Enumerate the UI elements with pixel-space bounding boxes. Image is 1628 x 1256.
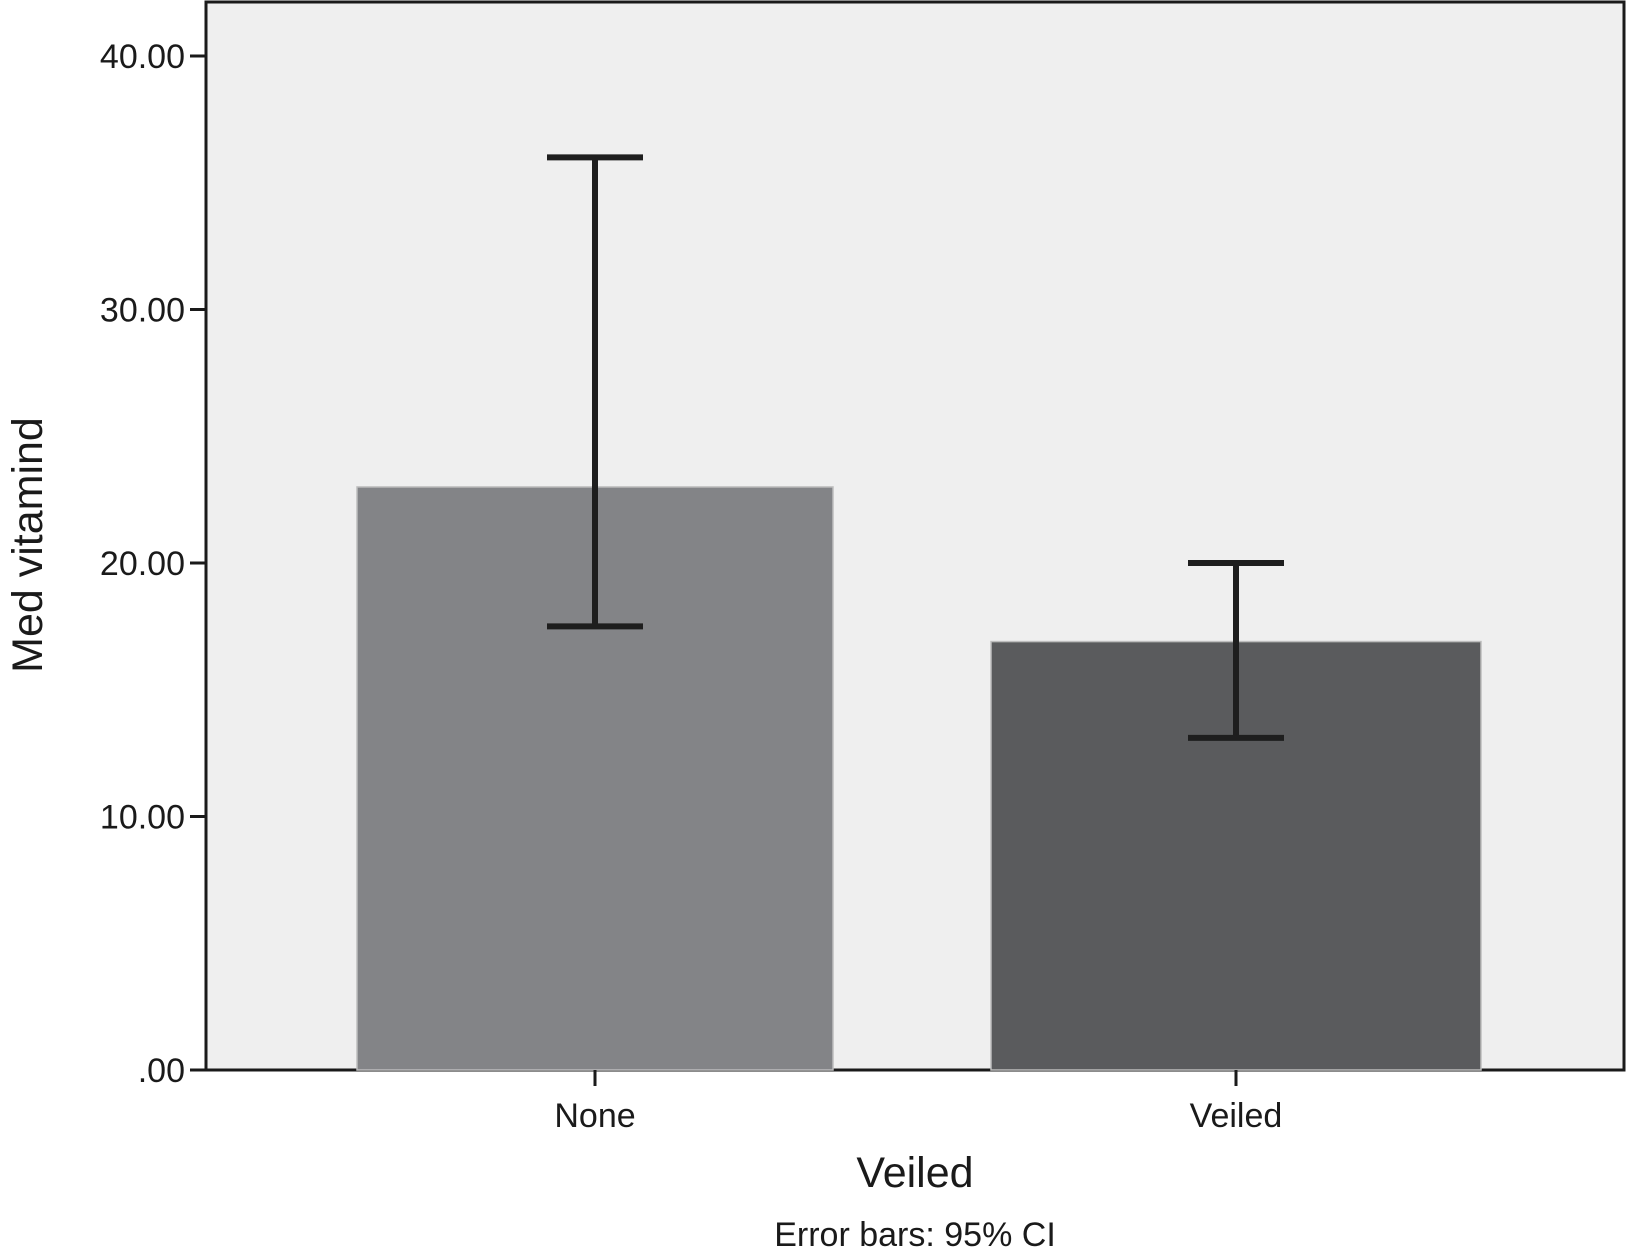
error-bars [547,154,1284,741]
y-axis: .00 10.00 20.00 30.00 40.00 [100,38,206,1090]
y-tick-label: 10.00 [100,799,185,837]
y-tick-label: 40.00 [100,38,185,76]
error-bars-footnote: Error bars: 95% CI [774,1216,1056,1254]
y-tick-label: 30.00 [100,292,185,330]
x-tick-label-veiled: Veiled [1190,1097,1283,1135]
y-axis-title: Med vitamind [4,417,52,673]
y-tick-label: 20.00 [100,545,185,583]
x-axis: None Veiled [554,1070,1282,1135]
x-tick-label-none: None [554,1097,635,1135]
y-tick-label: .00 [138,1052,185,1090]
x-axis-title: Veiled [856,1149,973,1197]
